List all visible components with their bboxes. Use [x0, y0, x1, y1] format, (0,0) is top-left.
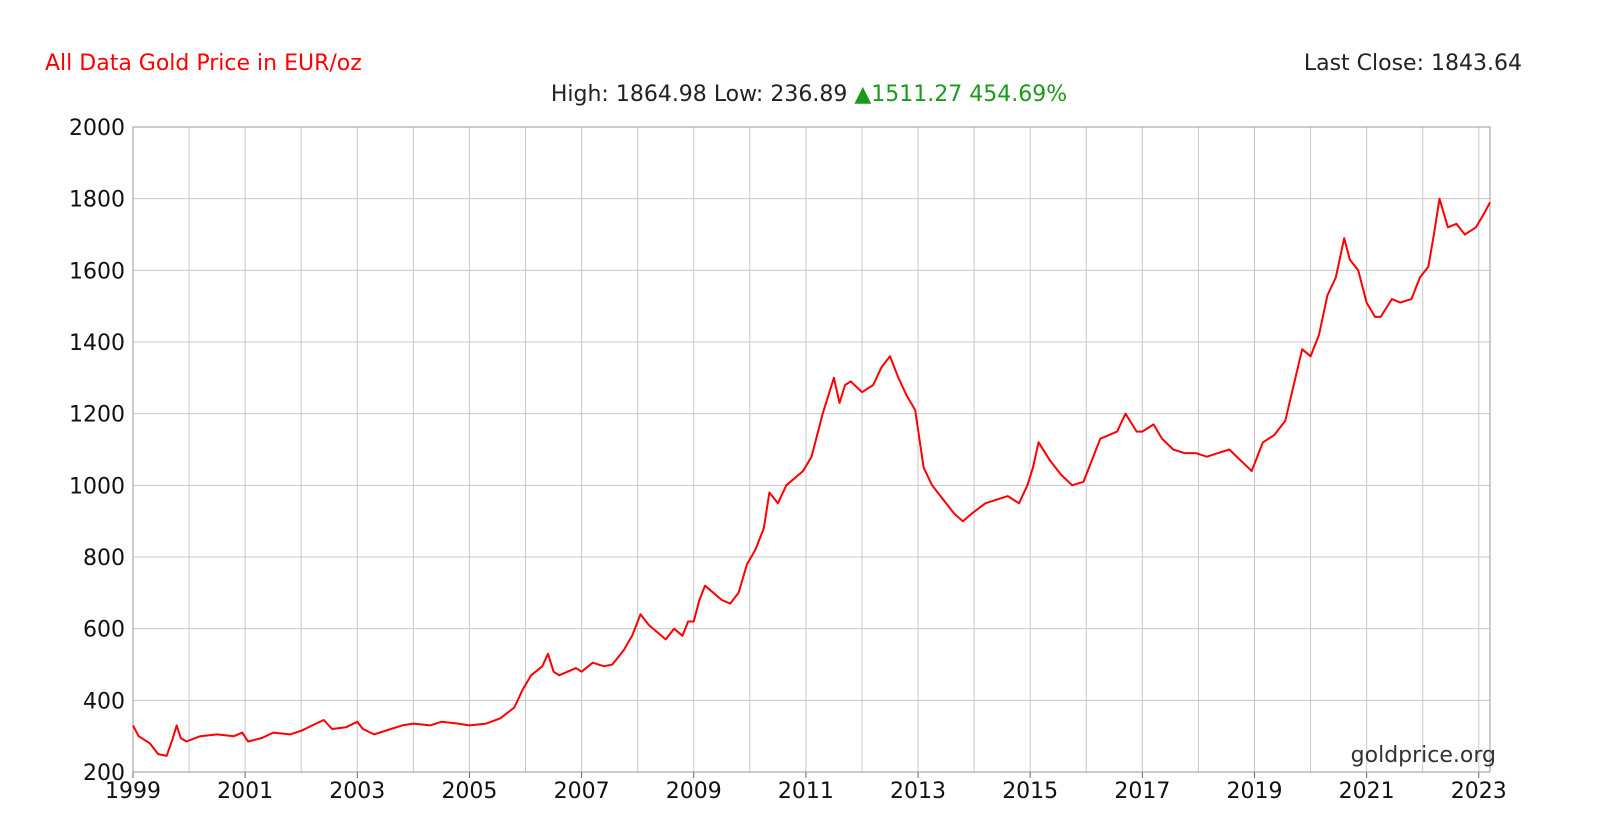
x-tick-label: 2009 — [666, 779, 722, 804]
high-value: 1864.98 — [615, 82, 707, 107]
x-tick-label: 2015 — [1002, 779, 1058, 804]
y-tick-label: 1400 — [69, 331, 125, 356]
low-value: 236.89 — [770, 82, 848, 107]
triangle-up-icon: ▲ — [854, 82, 872, 107]
x-tick-label: 2023 — [1451, 779, 1507, 804]
plot-frame — [132, 126, 1491, 773]
y-tick-label: 400 — [83, 689, 125, 714]
series-line — [132, 197, 1491, 757]
price-stats: High: 1864.98 Low: 236.89 ▲1511.27 454.6… — [0, 84, 1618, 106]
watermark: goldprice.org — [1350, 743, 1496, 768]
x-tick-label: 2017 — [1114, 779, 1170, 804]
x-tick-label: 1999 — [105, 779, 161, 804]
x-tick-label: 2003 — [329, 779, 385, 804]
last-close: Last Close: 1843.64 — [1304, 53, 1522, 75]
change-value: 1511.27 — [871, 82, 963, 107]
x-tick-label: 2019 — [1226, 779, 1282, 804]
last-close-label: Last Close: — [1303, 51, 1425, 76]
high-label: High: — [550, 82, 609, 107]
x-tick-label: 2011 — [778, 779, 834, 804]
y-tick-label: 1200 — [69, 403, 125, 428]
y-tick-label: 1800 — [69, 188, 125, 213]
y-tick-label: 1600 — [69, 259, 125, 284]
change-percent: 454.69% — [969, 82, 1068, 107]
last-close-value: 1843.64 — [1431, 51, 1522, 76]
chart-title: All Data Gold Price in EUR/oz — [45, 51, 362, 76]
x-tick-label: 2001 — [217, 779, 273, 804]
y-tick-label: 2000 — [69, 116, 125, 141]
y-tick-label: 200 — [83, 761, 125, 786]
low-label: Low: — [713, 82, 764, 107]
x-tick-label: 2007 — [554, 779, 610, 804]
x-tick-label: 2005 — [441, 779, 497, 804]
y-tick-label: 1000 — [69, 474, 125, 499]
x-tick-label: 2021 — [1339, 779, 1395, 804]
y-tick-label: 800 — [83, 546, 125, 571]
y-tick-label: 600 — [83, 618, 125, 643]
x-tick-label: 2013 — [890, 779, 946, 804]
